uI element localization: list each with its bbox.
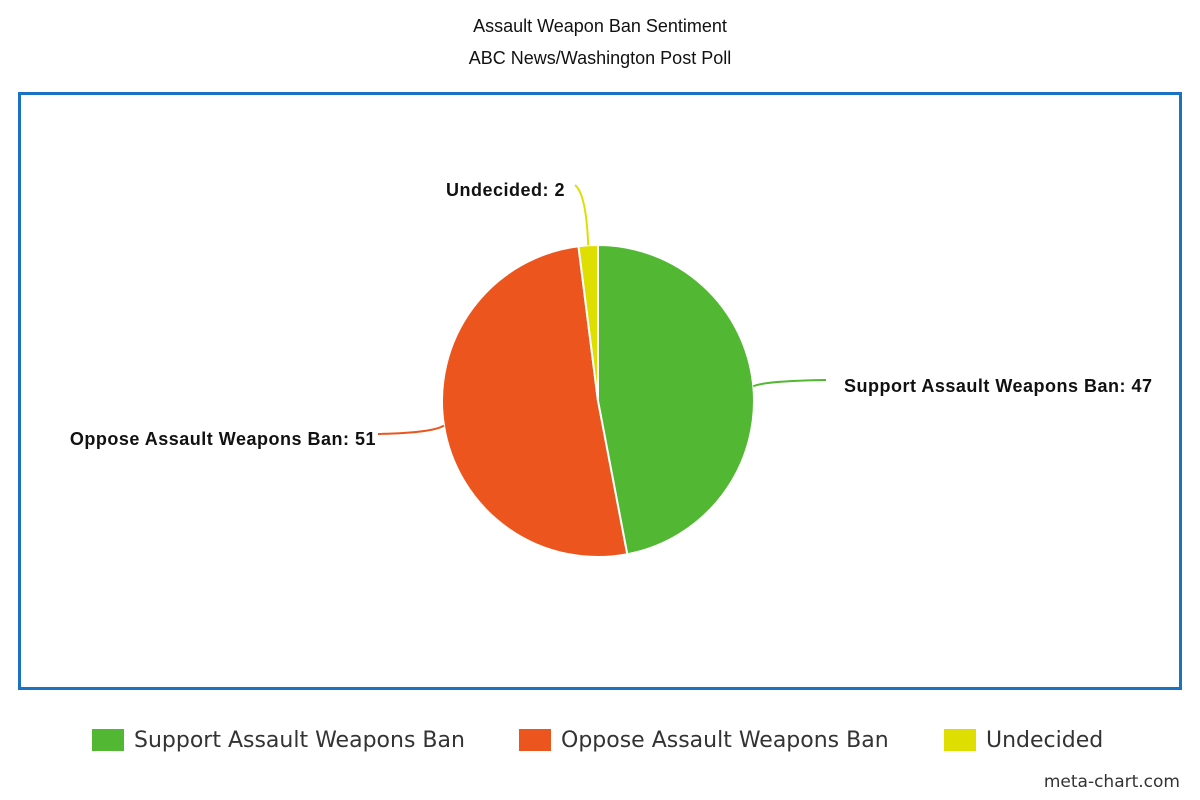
leader-line-oppose bbox=[377, 424, 445, 435]
legend-swatch-undecided bbox=[944, 729, 976, 751]
legend-label-support: Support Assault Weapons Ban bbox=[134, 727, 465, 753]
chart-title: Assault Weapon Ban Sentiment bbox=[473, 16, 727, 36]
data-label-oppose: Oppose Assault Weapons Ban: 51 bbox=[70, 429, 376, 449]
legend-label-undecided: Undecided bbox=[986, 727, 1104, 753]
chart-subtitle: ABC News/Washington Post Poll bbox=[468, 48, 732, 68]
legend-label-oppose: Oppose Assault Weapons Ban bbox=[561, 727, 889, 753]
legend-swatch-oppose bbox=[519, 729, 551, 751]
leader-line-support bbox=[752, 379, 827, 388]
legend-swatch-support bbox=[92, 729, 124, 751]
plot-area bbox=[18, 92, 1182, 690]
legend: Support Assault Weapons Ban Oppose Assau… bbox=[0, 722, 1200, 758]
pie-slice-oppose[interactable] bbox=[441, 245, 629, 558]
legend-item-undecided[interactable]: Undecided bbox=[944, 722, 1103, 758]
legend-item-support[interactable]: Support Assault Weapons Ban bbox=[92, 722, 465, 758]
label-leader-lines bbox=[377, 184, 827, 435]
leader-line-undecided bbox=[574, 184, 590, 246]
credit-text[interactable]: meta-chart.com bbox=[1043, 772, 1180, 792]
data-labels: Support Assault Weapons Ban: 47 Oppose As… bbox=[70, 180, 1153, 449]
pie-slices bbox=[441, 243, 755, 558]
data-label-support: Support Assault Weapons Ban: 47 bbox=[844, 376, 1153, 396]
pie-slice-support[interactable] bbox=[597, 243, 755, 556]
data-label-undecided: Undecided: 2 bbox=[446, 180, 565, 200]
legend-item-oppose[interactable]: Oppose Assault Weapons Ban bbox=[519, 722, 889, 758]
